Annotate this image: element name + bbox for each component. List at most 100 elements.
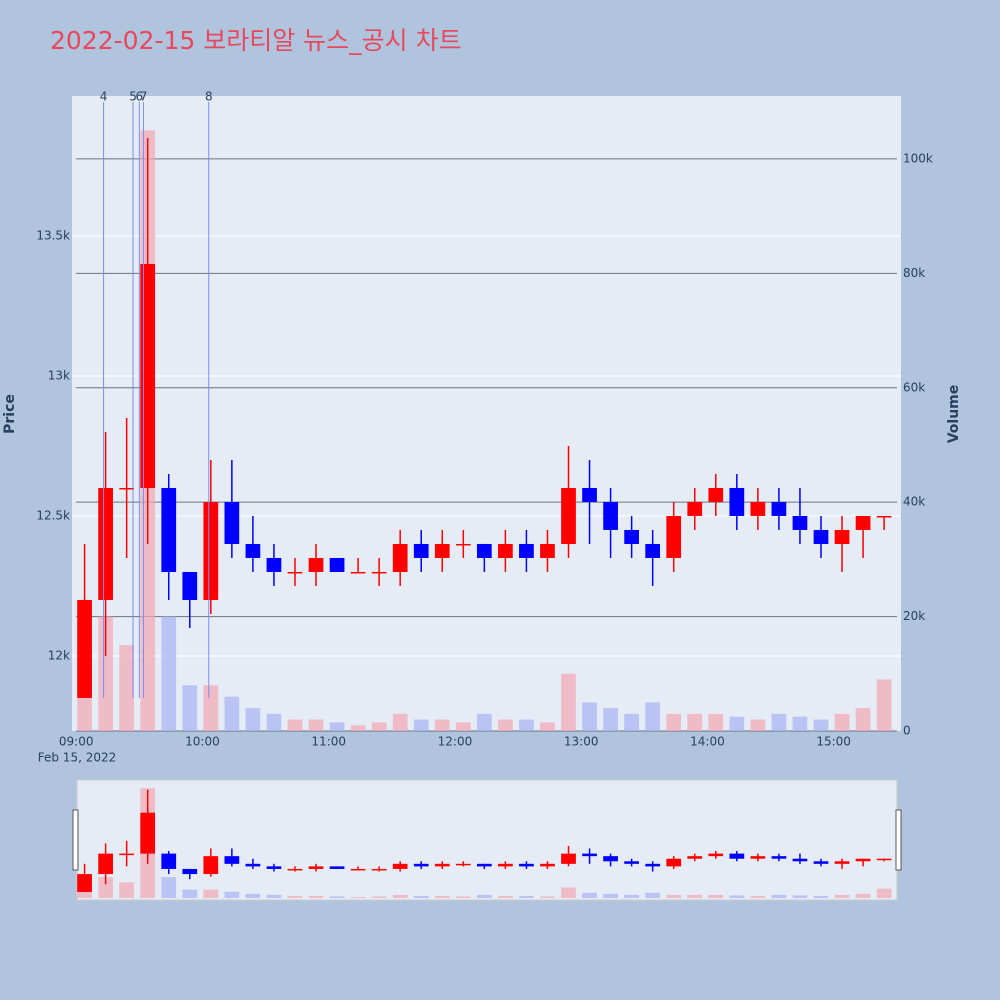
slider-volume-bar bbox=[855, 893, 871, 898]
slider-volume-bar bbox=[329, 896, 345, 898]
slider-volume-bar bbox=[287, 895, 303, 898]
slider-volume-bar bbox=[98, 877, 113, 898]
volume-bar bbox=[329, 722, 345, 731]
x-tick-label: 10:00 bbox=[185, 735, 220, 749]
y-tick-label: 13.5k bbox=[36, 228, 70, 242]
chart-title: 2022-02-15 보라티알 뉴스_공시 차트 bbox=[50, 26, 462, 55]
candle-body bbox=[413, 543, 429, 558]
slider-volume-bar bbox=[624, 894, 639, 898]
slider-candle-body bbox=[771, 856, 787, 859]
range-handle[interactable] bbox=[72, 809, 79, 871]
slider-candle-body bbox=[182, 868, 198, 875]
y-tick-label: 13k bbox=[48, 368, 70, 382]
slider-candle-body bbox=[329, 866, 345, 869]
y2-tick-label: 100k bbox=[903, 151, 933, 165]
volume-bar bbox=[876, 679, 892, 731]
candle-body bbox=[392, 543, 408, 572]
slider-candle-body bbox=[792, 858, 808, 862]
volume-bar bbox=[498, 719, 513, 731]
slider-candle-body bbox=[540, 863, 555, 867]
slider-volume-bar bbox=[350, 896, 366, 898]
volume-bar bbox=[645, 702, 661, 731]
slider-candle-body bbox=[729, 853, 745, 859]
candle-body bbox=[855, 515, 871, 530]
slider-volume-bar bbox=[540, 896, 555, 898]
candle-body bbox=[434, 543, 450, 558]
slider-candle-body bbox=[582, 853, 597, 857]
range-handle[interactable] bbox=[895, 809, 902, 871]
slider-volume-bar bbox=[666, 894, 682, 898]
range-slider[interactable] bbox=[76, 779, 898, 901]
candle-body bbox=[771, 501, 787, 516]
slider-volume-bar bbox=[182, 889, 198, 898]
candle-body bbox=[98, 487, 113, 600]
slider-candle-body bbox=[603, 856, 618, 862]
slider-volume-bar bbox=[582, 892, 597, 898]
slider-candle-body bbox=[687, 856, 703, 859]
slider-candle-body bbox=[119, 853, 135, 856]
candle-body bbox=[287, 571, 303, 574]
slider-candle-body bbox=[834, 861, 850, 864]
volume-bar bbox=[666, 713, 682, 731]
slider-volume-bar bbox=[603, 893, 618, 898]
candle-body bbox=[729, 487, 745, 516]
volume-bar bbox=[182, 685, 198, 731]
candle-body bbox=[476, 543, 492, 558]
volume-bar bbox=[708, 713, 724, 731]
slider-candle-body bbox=[371, 868, 387, 871]
candle-body bbox=[876, 515, 892, 518]
volume-bar bbox=[350, 725, 366, 731]
volume-bar bbox=[561, 673, 576, 731]
slider-volume-bar bbox=[413, 895, 429, 898]
slider-candle-body bbox=[645, 863, 661, 867]
candle-body bbox=[666, 515, 682, 558]
slider-candle-body bbox=[855, 858, 871, 862]
slider-candle-body bbox=[498, 863, 513, 867]
slider-candle-body bbox=[624, 861, 639, 864]
volume-bar bbox=[582, 702, 597, 731]
volume-bar bbox=[476, 713, 492, 731]
volume-bar bbox=[434, 719, 450, 731]
slider-candle-body bbox=[876, 858, 892, 861]
slider-candle-body bbox=[708, 853, 724, 857]
candle-body bbox=[182, 571, 198, 600]
x-tick-label: 12:00 bbox=[438, 735, 473, 749]
volume-bar bbox=[792, 716, 808, 731]
volume-bar bbox=[813, 719, 829, 731]
slider-volume-bar bbox=[729, 895, 745, 898]
volume-bar bbox=[266, 713, 282, 731]
slider-candle-body bbox=[266, 866, 282, 869]
slider-volume-bar bbox=[455, 896, 471, 898]
candle-body bbox=[224, 501, 240, 544]
slider-volume-bar bbox=[266, 894, 282, 898]
slider-volume-bar bbox=[750, 895, 766, 898]
slider-candle-body bbox=[434, 863, 450, 867]
x-tick-label: 11:00 bbox=[311, 735, 346, 749]
volume-bar bbox=[98, 616, 113, 731]
slider-volume-bar bbox=[687, 894, 703, 898]
slider-volume-bar bbox=[708, 894, 724, 898]
slider-candle-body bbox=[561, 853, 576, 864]
news-label: 6 bbox=[136, 90, 144, 104]
slider-volume-bar bbox=[308, 895, 324, 898]
slider-candle-body bbox=[77, 874, 92, 892]
volume-bar bbox=[624, 713, 639, 731]
candle-body bbox=[624, 529, 639, 544]
candle-body bbox=[687, 501, 703, 516]
candle-body bbox=[245, 543, 261, 558]
candle-body bbox=[645, 543, 661, 558]
slider-volume-bar bbox=[224, 891, 240, 898]
candle-body bbox=[708, 487, 724, 502]
y-tick-label: 12.5k bbox=[36, 508, 70, 522]
y2-axis-title: Volume bbox=[946, 385, 962, 444]
volume-bar bbox=[203, 685, 219, 731]
volume-bar bbox=[392, 713, 408, 731]
candle-body bbox=[498, 543, 513, 558]
candle-body bbox=[350, 571, 366, 574]
x-tick-label: 09:00 bbox=[59, 735, 94, 749]
candle-body bbox=[140, 263, 156, 488]
candle-body bbox=[792, 515, 808, 530]
slider-candle-body bbox=[287, 868, 303, 871]
slider-volume-bar bbox=[119, 882, 135, 898]
